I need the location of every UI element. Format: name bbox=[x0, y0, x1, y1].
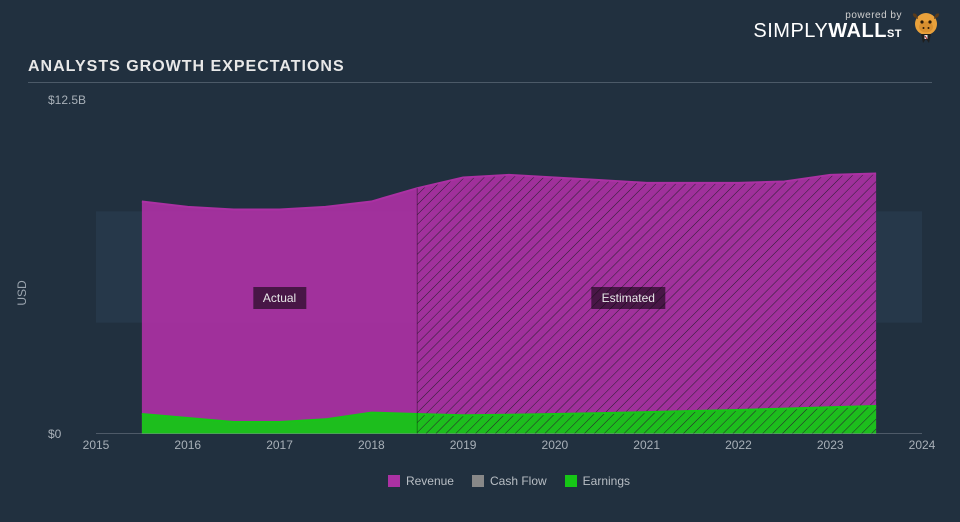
legend-swatch-earnings bbox=[565, 475, 577, 487]
brand-name: SIMPLYWALLST bbox=[753, 21, 902, 41]
brand-logo-text: powered by SIMPLYWALLST bbox=[753, 11, 902, 41]
x-tick-label: 2023 bbox=[817, 438, 844, 452]
x-tick-label: 2019 bbox=[450, 438, 477, 452]
x-tick-label: 2018 bbox=[358, 438, 385, 452]
chart-title: ANALYSTS GROWTH EXPECTATIONS bbox=[28, 58, 932, 76]
legend-item-earnings: Earnings bbox=[565, 474, 630, 488]
x-tick-labels: 2015201620172018201920202021202220232024 bbox=[96, 438, 922, 456]
x-tick-label: 2015 bbox=[83, 438, 110, 452]
chart-title-bar: ANALYSTS GROWTH EXPECTATIONS bbox=[28, 58, 932, 83]
plot-area: Actual Estimated bbox=[96, 100, 922, 434]
y-axis-label: USD bbox=[15, 280, 29, 305]
legend-item-cashflow: Cash Flow bbox=[472, 474, 547, 488]
bull-mascot-icon bbox=[908, 8, 944, 44]
title-underline bbox=[28, 82, 932, 83]
legend-label-revenue: Revenue bbox=[406, 474, 454, 488]
region-label-estimated: Estimated bbox=[592, 287, 665, 309]
growth-expectations-chart: USD $0$12.5B Actual Estimated 2015201620… bbox=[28, 92, 932, 494]
region-label-actual: Actual bbox=[253, 287, 306, 309]
plot-svg bbox=[96, 100, 922, 434]
chart-legend: Revenue Cash Flow Earnings bbox=[96, 474, 922, 488]
x-tick-label: 2021 bbox=[633, 438, 660, 452]
x-tick-label: 2016 bbox=[174, 438, 201, 452]
legend-item-revenue: Revenue bbox=[388, 474, 454, 488]
legend-swatch-cashflow bbox=[472, 475, 484, 487]
legend-swatch-revenue bbox=[388, 475, 400, 487]
y-tick-label: $0 bbox=[48, 427, 61, 441]
legend-label-cashflow: Cash Flow bbox=[490, 474, 547, 488]
y-tick-label: $12.5B bbox=[48, 93, 86, 107]
brand-logo: powered by SIMPLYWALLST bbox=[753, 8, 944, 44]
legend-label-earnings: Earnings bbox=[583, 474, 630, 488]
x-tick-label: 2022 bbox=[725, 438, 752, 452]
x-tick-label: 2024 bbox=[909, 438, 936, 452]
x-tick-label: 2017 bbox=[266, 438, 293, 452]
x-tick-label: 2020 bbox=[542, 438, 569, 452]
